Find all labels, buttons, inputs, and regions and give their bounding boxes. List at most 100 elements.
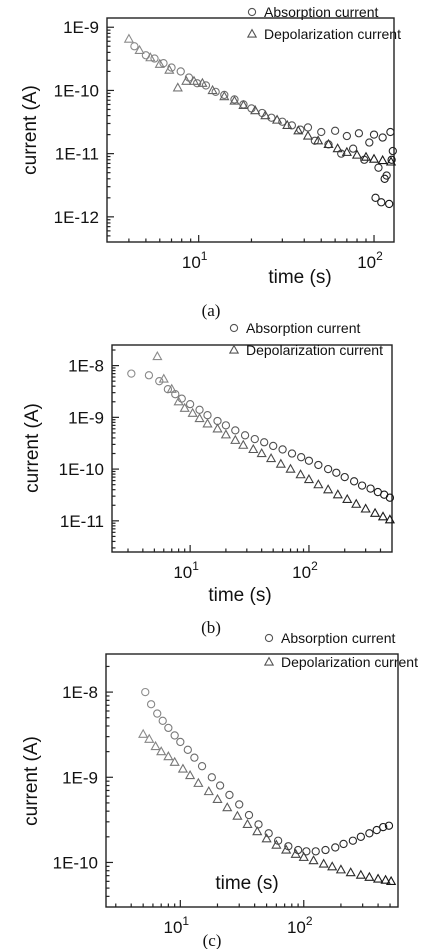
data-point [170, 731, 179, 740]
data-point [365, 138, 374, 147]
data-point [144, 371, 154, 380]
data-point [302, 847, 311, 856]
legend-marker [246, 28, 258, 38]
legend-label: Depolarization current [264, 26, 401, 42]
data-point [348, 836, 358, 845]
data-point [156, 746, 167, 756]
data-point [265, 453, 277, 463]
data-point [341, 146, 352, 156]
data-point [384, 514, 396, 524]
data-point [377, 511, 389, 521]
data-point [371, 193, 380, 202]
data-point [282, 119, 293, 130]
legend-marker [264, 633, 274, 643]
data-point [176, 737, 185, 747]
legend-marker [263, 656, 275, 666]
data-point [181, 75, 192, 85]
data-point [138, 728, 149, 738]
data-point [176, 67, 185, 76]
data-point [269, 441, 278, 451]
legend-entry: Absorption current [229, 320, 361, 336]
data-point [327, 861, 338, 871]
data-point [194, 412, 205, 423]
y-tick-label: 1E-9 [62, 768, 98, 787]
data-point [365, 829, 374, 838]
panel-label: (c) [203, 931, 222, 949]
data-point [127, 369, 136, 378]
y-tick-label: 1E-9 [63, 18, 99, 37]
series-triangle [123, 33, 397, 166]
data-point [384, 821, 394, 830]
x-tick-base: 10 [357, 253, 376, 272]
data-point [377, 198, 386, 207]
data-point [169, 756, 180, 766]
data-point [298, 851, 309, 861]
data-point [293, 125, 304, 135]
y-tick-label: 1E-10 [54, 81, 99, 100]
legend-marker [247, 7, 257, 17]
series-circle [141, 687, 394, 856]
data-point [187, 407, 198, 417]
data-point [285, 463, 296, 473]
legend-entry: Absorption current [264, 630, 396, 646]
data-point [193, 777, 204, 787]
data-point [197, 77, 208, 87]
data-point [385, 156, 397, 166]
data-point [287, 449, 297, 458]
plot-frame [111, 344, 393, 553]
data-point [360, 151, 372, 161]
x-tick-label: 101 [164, 914, 190, 937]
data-point [207, 84, 218, 95]
data-point [261, 833, 272, 843]
legend-marker [228, 344, 240, 354]
series-triangle [138, 728, 397, 885]
data-point [123, 33, 135, 43]
y-tick-label: 1E-10 [59, 460, 104, 479]
y-tick-label: 1E-12 [54, 208, 99, 227]
series-triangle [152, 350, 396, 524]
data-point [230, 434, 241, 444]
data-point [229, 95, 240, 105]
data-point [330, 126, 340, 135]
data-point [215, 781, 225, 790]
data-point [244, 810, 254, 820]
data-point [150, 740, 161, 751]
series-circle [127, 369, 395, 502]
legend-label: Depolarization current [246, 342, 383, 358]
data-point [219, 91, 230, 101]
data-point [252, 826, 263, 836]
data-point [275, 458, 286, 468]
data-point [153, 709, 162, 718]
data-point [202, 418, 213, 428]
data-point [335, 864, 347, 874]
x-tick-exponent: 2 [311, 559, 318, 573]
x-tick-exponent: 1 [201, 249, 208, 263]
data-point [357, 481, 367, 490]
data-point [278, 117, 287, 126]
data-point [342, 131, 352, 141]
data-point [369, 130, 379, 139]
data-point [372, 873, 384, 883]
data-point [356, 832, 365, 841]
panel-label: (a) [202, 301, 221, 320]
data-point [192, 79, 202, 88]
plot-frame [105, 653, 399, 908]
data-point [354, 129, 364, 138]
data-point [231, 426, 240, 435]
data-point [184, 769, 196, 780]
data-point [212, 793, 223, 804]
data-point [166, 383, 177, 393]
plot-frame [106, 17, 395, 243]
data-point [339, 839, 348, 849]
data-point [232, 810, 243, 820]
y-tick-label: 1E-10 [53, 853, 98, 872]
data-point [260, 110, 271, 120]
data-point [212, 423, 223, 433]
data-point [332, 489, 343, 499]
data-point [355, 869, 366, 879]
data-point [313, 135, 324, 145]
data-point [278, 445, 287, 454]
